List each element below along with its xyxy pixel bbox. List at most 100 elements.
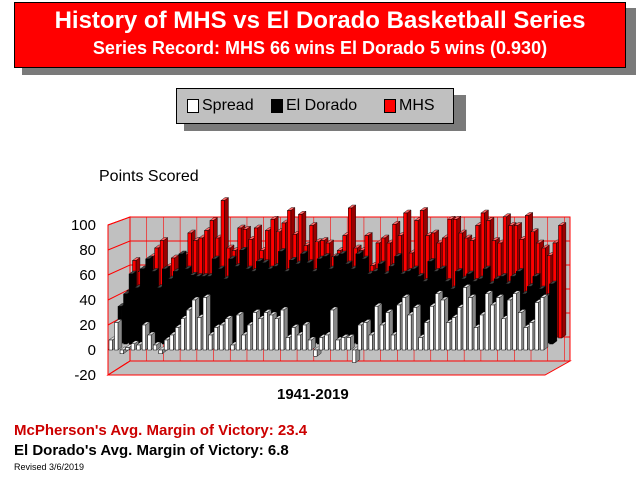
x-axis-label: 1941-2019 [277, 386, 349, 403]
bar-spread [197, 317, 202, 351]
bar-spread [114, 322, 119, 351]
bar-spread [490, 304, 495, 351]
bar-spread [241, 334, 246, 351]
bar-spread [313, 349, 318, 357]
revised-date: Revised 3/6/2019 [14, 462, 85, 472]
y-tick-label: 80 [79, 242, 96, 259]
mcpherson-avg-margin: McPherson's Avg. Margin of Victory: 23.4 [14, 422, 308, 439]
legend-label-mhs: MHS [399, 97, 435, 114]
bar-el-dorado [128, 273, 133, 345]
y-tick-label: -20 [74, 367, 96, 384]
bar-spread [235, 314, 240, 351]
legend-swatch-mhs [384, 99, 396, 113]
bar-spread [130, 343, 135, 351]
bar-spread [418, 337, 423, 351]
bar-spread [219, 324, 224, 351]
bar-spread [147, 334, 152, 351]
legend-label-eldorado: El Dorado [286, 97, 358, 114]
bar-spread [324, 334, 329, 351]
legend-swatch-eldorado [271, 99, 283, 113]
y-tick-label: 0 [88, 342, 96, 359]
eldorado-avg-margin: El Dorado's Avg. Margin of Victory: 6.8 [14, 442, 289, 459]
bar-spread [462, 287, 467, 351]
bar-spread [534, 302, 539, 351]
bar-spread [507, 299, 511, 351]
bar-spread [390, 334, 395, 351]
bar-spread [523, 327, 528, 351]
bar-spread [191, 299, 196, 351]
bar-spread [540, 297, 545, 351]
bar-el-dorado [156, 287, 161, 345]
bar-mhs-side [561, 222, 567, 339]
bar-el-dorado-side [552, 280, 558, 345]
bar-spread [169, 334, 174, 351]
bar-spread [213, 327, 218, 351]
bar-spread [230, 344, 235, 351]
bar-spread [451, 317, 456, 351]
y-tick-label: 20 [79, 317, 96, 334]
bar-spread-side [117, 319, 123, 351]
bar-spread [352, 349, 357, 363]
legend-item-mhs: MHS [384, 97, 435, 115]
bar-spread [119, 349, 124, 354]
legend-item-eldorado: El Dorado [271, 97, 357, 115]
bar-spread [208, 334, 213, 351]
bar-el-dorado [549, 283, 554, 345]
bar-spread [202, 297, 207, 351]
bar-spread [529, 322, 534, 351]
bar-spread [374, 306, 379, 351]
bar-spread [335, 339, 340, 351]
chart-title: History of MHS vs El Dorado Basketball S… [54, 7, 586, 34]
bar-spread [252, 312, 257, 351]
bar-spread [125, 347, 130, 351]
bar-spread [479, 314, 484, 351]
bar-spread [318, 337, 323, 351]
bar-spread [435, 293, 440, 351]
y-tick-label: 60 [79, 267, 96, 284]
bar-spread [175, 327, 180, 351]
bar-spread [368, 334, 373, 351]
bar-el-dorado [134, 287, 139, 345]
y-tick-label: 100 [71, 217, 96, 234]
bar-spread [330, 309, 334, 351]
chart-subtitle: Series Record: MHS 66 wins El Dorado 5 w… [92, 38, 548, 58]
bar-spread [363, 322, 368, 351]
bar-el-dorado [162, 268, 166, 345]
bar-el-dorado [322, 256, 327, 345]
title-banner: History of MHS vs El Dorado Basketball S… [14, 2, 626, 68]
bar-spread [274, 318, 279, 351]
bar-spread [141, 324, 146, 351]
bar-spread-side [543, 294, 549, 351]
bar-el-dorado [355, 253, 360, 345]
bar-spread [258, 318, 263, 351]
bar-spread [186, 309, 191, 351]
bar-spread [153, 344, 157, 351]
bar-spread [280, 309, 285, 351]
bar-spread [412, 307, 417, 351]
y-tick-label: 40 [79, 292, 96, 309]
bar-spread [296, 334, 301, 351]
bar-el-dorado [350, 268, 355, 345]
bar-spread [473, 327, 478, 351]
bar-spread [501, 318, 506, 351]
bar-spread [136, 344, 141, 351]
bar-spread [341, 337, 346, 351]
bar-mhs [558, 225, 563, 339]
bar-spread [446, 322, 451, 351]
legend-label-spread: Spread [202, 97, 254, 114]
bar-spread [512, 293, 517, 351]
bar-spread [429, 306, 434, 351]
bar-spread [269, 314, 274, 351]
legend-item-spread: Spread [187, 97, 254, 115]
bar-spread [518, 312, 523, 351]
bar-spread [158, 349, 163, 354]
bar-spread [396, 304, 401, 351]
bar-el-dorado [339, 253, 343, 345]
bar-spread [224, 318, 229, 351]
bar-spread [346, 337, 351, 351]
bar-spread [108, 339, 113, 351]
bar-spread [180, 318, 185, 351]
bar-spread [424, 322, 428, 351]
bar-spread [247, 324, 251, 351]
